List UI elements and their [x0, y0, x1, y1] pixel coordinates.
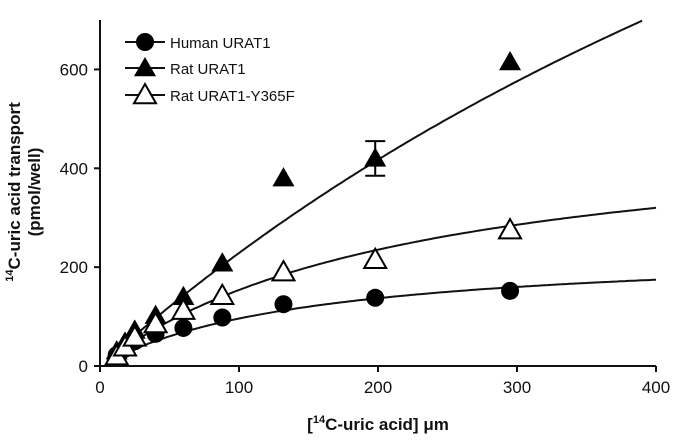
data-points [103, 51, 523, 366]
legend-label: Rat URAT1 [170, 61, 246, 78]
x-tick-label: 200 [364, 378, 392, 397]
y-axis-title-units: (pmol/well) [25, 148, 44, 237]
data-point-human-urat1 [366, 288, 385, 307]
data-point-rat-urat1-y365f [209, 282, 236, 306]
y-axis-title: 14C-uric acid transport [4, 102, 24, 282]
legend-marker-human-urat1 [136, 33, 154, 51]
x-axis-title: [14C-uric acid] μm [307, 414, 449, 434]
x-tick-label: 100 [225, 378, 253, 397]
y-tick-label: 600 [60, 60, 88, 79]
data-point-rat-urat1 [364, 147, 387, 167]
ticks: 0 100 200 300 400 0 200 400 600 [60, 60, 671, 397]
data-point-rat-urat1-y365f [497, 217, 523, 240]
y-tick-label: 400 [60, 159, 88, 178]
x-tick-label: 400 [642, 378, 670, 397]
legend: Human URAT1 Rat URAT1 Rat URAT1-Y365F [125, 33, 295, 105]
data-point-rat-urat1-y365f [362, 246, 388, 269]
legend-marker-rat-urat1 [134, 57, 156, 77]
legend-label: Rat URAT1-Y365F [170, 88, 295, 105]
legend-label: Human URAT1 [170, 35, 271, 52]
data-point-human-urat1 [274, 295, 293, 314]
data-point-rat-urat1 [211, 252, 234, 272]
data-point-rat-urat1 [172, 285, 195, 306]
x-tick-label: 300 [503, 378, 531, 397]
fit-curve-human-urat1 [113, 278, 657, 360]
data-point-rat-urat1-y365f [270, 259, 297, 282]
legend-marker-rat-urat1-y365f [132, 81, 158, 105]
data-point-human-urat1 [174, 318, 193, 337]
fit-curve-rat-urat1-y365f [113, 206, 657, 357]
data-point-rat-urat1-y365f [142, 310, 169, 334]
data-point-rat-urat1-y365f [170, 297, 197, 320]
y-tick-label: 0 [79, 357, 88, 376]
data-point-rat-urat1 [499, 51, 522, 71]
data-point-rat-urat1 [272, 167, 295, 187]
y-tick-label: 200 [60, 258, 88, 277]
data-point-rat-urat1-y365f [122, 324, 148, 347]
x-tick-label: 0 [95, 378, 104, 397]
data-point-human-urat1 [501, 281, 520, 300]
data-point-human-urat1 [213, 308, 232, 327]
